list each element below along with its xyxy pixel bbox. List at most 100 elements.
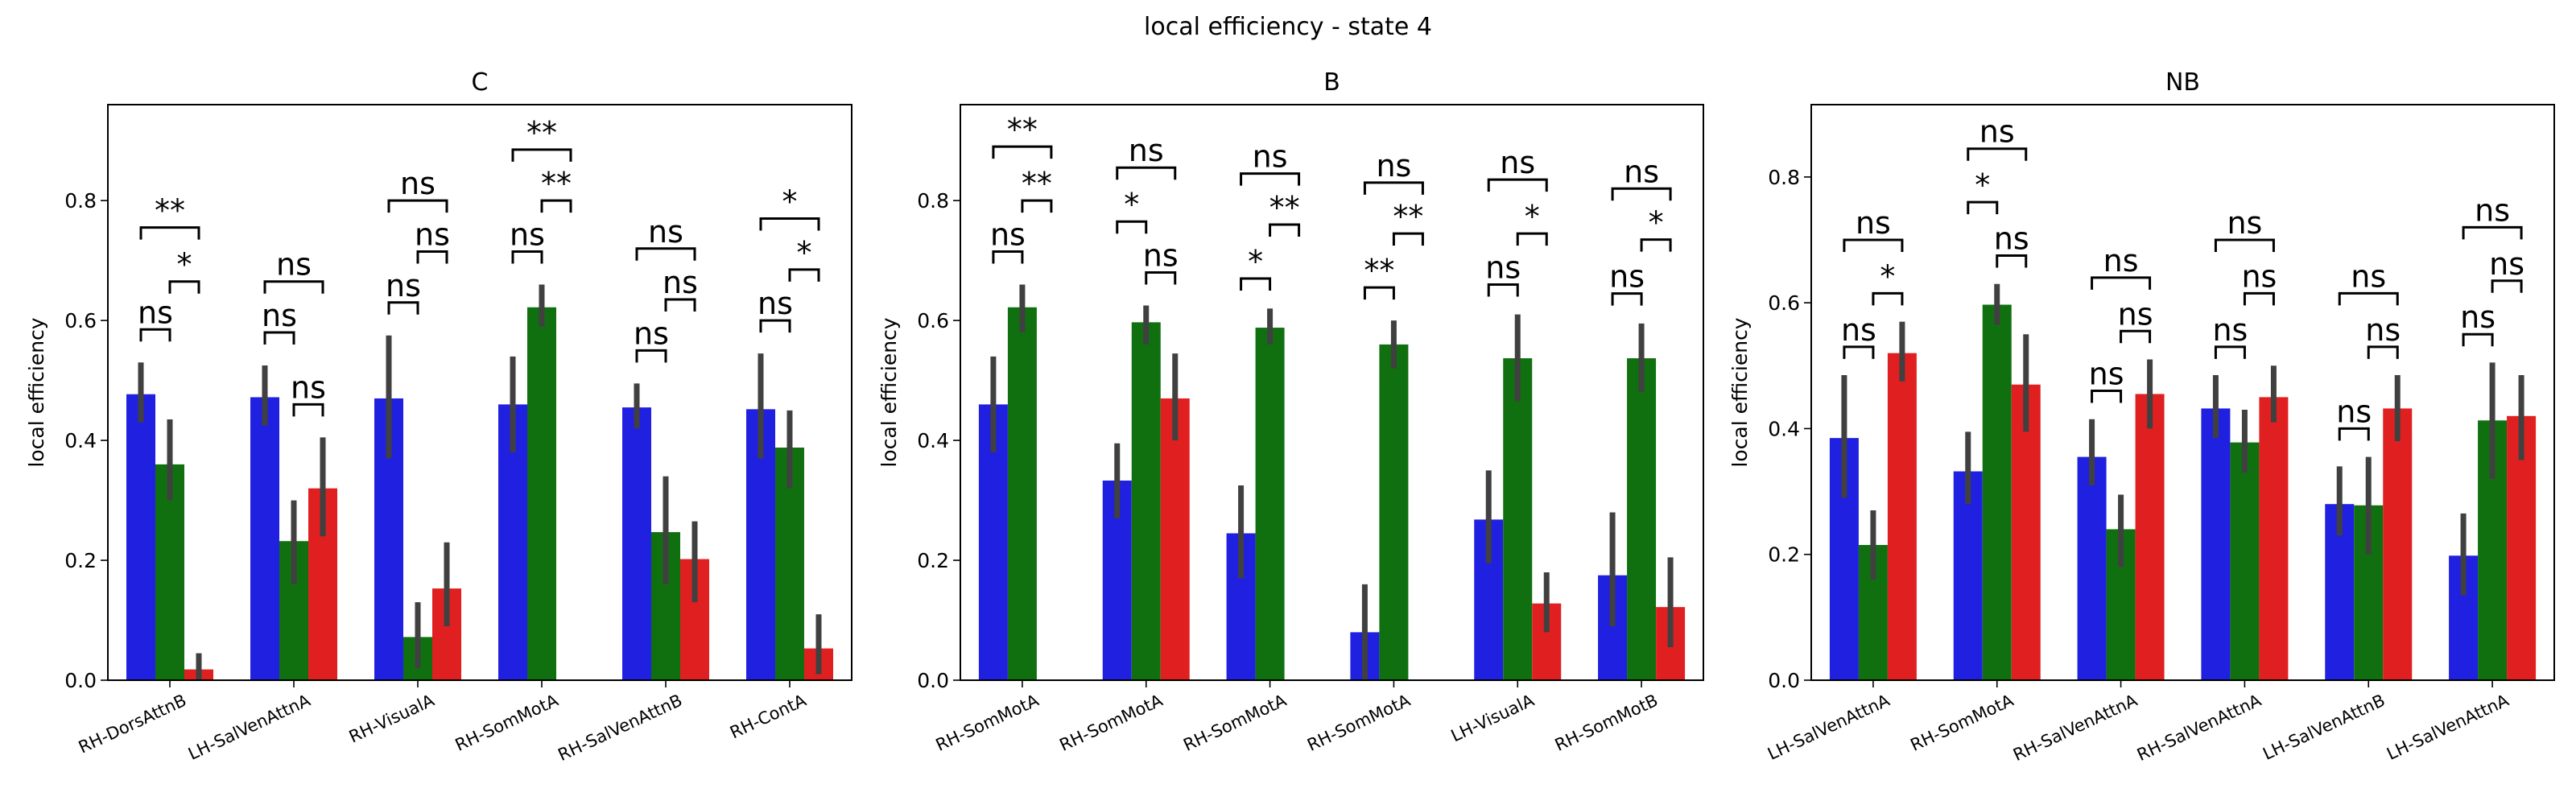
y-tick-label: 0.2 <box>1768 543 1800 567</box>
significance-bracket <box>1872 291 1904 306</box>
significance-bracket <box>416 250 448 264</box>
significance-label: ns <box>386 268 421 303</box>
x-tick-label: RH-SomMotA <box>1304 691 1414 755</box>
significance-label: ns <box>2351 258 2386 294</box>
significance-label: ns <box>2365 312 2401 348</box>
significance-label: ns <box>2118 296 2153 332</box>
significance-label: ** <box>541 166 572 201</box>
significance-bracket <box>387 199 448 213</box>
bar <box>2077 456 2107 680</box>
bar <box>527 307 556 680</box>
significance-label: * <box>177 247 192 283</box>
x-tick-label: RH-SomMotB <box>1552 691 1661 755</box>
bar <box>2201 408 2231 680</box>
significance-label: ns <box>415 217 450 252</box>
bar <box>1503 358 1533 680</box>
significance-bracket <box>511 148 572 162</box>
bar <box>1255 328 1285 680</box>
significance-label: ns <box>1376 148 1411 184</box>
x-tick-label: RH-SalVenAttnA <box>2134 691 2264 766</box>
significance-bracket <box>1611 292 1643 306</box>
significance-bracket <box>511 250 543 264</box>
significance-label: ns <box>1143 238 1179 274</box>
significance-label: ** <box>1269 190 1300 225</box>
x-tick-label: RH-SomMotA <box>1180 691 1290 755</box>
significance-bracket <box>168 280 200 294</box>
significance-bracket <box>2367 345 2399 359</box>
significance-bracket <box>992 250 1024 264</box>
bar <box>2011 384 2041 680</box>
bar <box>2259 397 2289 680</box>
x-tick-label: LH-SalVenAttnA <box>1765 691 1893 764</box>
significance-label: ns <box>1979 114 2015 150</box>
bar <box>1131 322 1161 680</box>
significance-bracket <box>2091 390 2123 403</box>
y-tick-label: 0.8 <box>64 189 97 213</box>
significance-label: ** <box>1393 199 1423 234</box>
significance-label: * <box>1649 205 1664 241</box>
bar <box>126 394 155 680</box>
bar <box>2383 408 2413 680</box>
significance-label: * <box>1525 199 1540 234</box>
significance-label: ns <box>291 369 326 405</box>
significance-label: ns <box>2089 357 2124 392</box>
significance-label: * <box>797 235 812 270</box>
bar <box>250 397 279 680</box>
significance-bracket <box>635 247 696 261</box>
y-tick-label: 0.0 <box>1768 669 1800 692</box>
significance-bracket <box>292 402 324 417</box>
significance-bracket <box>2120 329 2152 344</box>
significance-bracket <box>788 268 820 282</box>
significance-bracket <box>2462 332 2494 347</box>
significance-bracket <box>2491 279 2523 293</box>
x-tick-label: RH-SomMotA <box>933 691 1042 755</box>
x-tick-label: RH-SomMotA <box>452 691 562 755</box>
significance-bracket <box>540 199 572 213</box>
significance-label: ns <box>1624 154 1659 189</box>
significance-bracket <box>1363 286 1395 300</box>
significance-label: ns <box>2212 312 2248 348</box>
significance-label: ns <box>1994 221 2029 257</box>
significance-label: ** <box>1364 253 1394 288</box>
bar <box>1379 344 1409 680</box>
significance-label: ns <box>1609 259 1645 295</box>
significance-bracket <box>664 298 696 312</box>
significance-bracket <box>1967 200 1999 215</box>
significance-bracket <box>1021 199 1053 213</box>
bar <box>1953 471 1983 680</box>
significance-label: * <box>1248 244 1263 279</box>
significance-bracket <box>1487 283 1519 297</box>
panel-title: C <box>472 68 489 97</box>
significance-label: * <box>1880 258 1895 294</box>
significance-bracket <box>2091 276 2152 290</box>
y-tick-label: 0.2 <box>917 549 949 572</box>
significance-label: ns <box>262 298 297 333</box>
significance-label: ** <box>155 193 185 229</box>
x-tick-label: LH-VisualA <box>1448 691 1538 746</box>
plot-frame <box>960 104 1704 681</box>
significance-label: ns <box>648 214 683 250</box>
significance-label: ns <box>2227 205 2262 241</box>
significance-bracket <box>1996 254 2028 268</box>
y-tick-label: 0.0 <box>64 669 97 692</box>
x-tick-label: RH-VisualA <box>346 691 438 747</box>
significance-bracket <box>1116 166 1177 180</box>
significance-bracket <box>1363 181 1424 195</box>
significance-label: ** <box>1007 112 1038 147</box>
bar <box>1887 353 1917 680</box>
bar <box>2135 394 2165 680</box>
significance-label: ns <box>1253 139 1288 175</box>
significance-label: ns <box>1500 145 1535 180</box>
significance-bracket <box>2338 291 2399 306</box>
y-tick-label: 0.6 <box>64 309 97 332</box>
significance-bracket <box>1487 178 1548 192</box>
x-tick-label: RH-SomMotA <box>1907 691 2017 755</box>
panel-title: NB <box>2165 68 2200 97</box>
x-tick-label: LH-SalVenAttnA <box>2384 691 2512 764</box>
significance-bracket <box>263 280 324 294</box>
significance-bracket <box>1116 220 1148 234</box>
significance-bracket <box>1392 232 1424 246</box>
